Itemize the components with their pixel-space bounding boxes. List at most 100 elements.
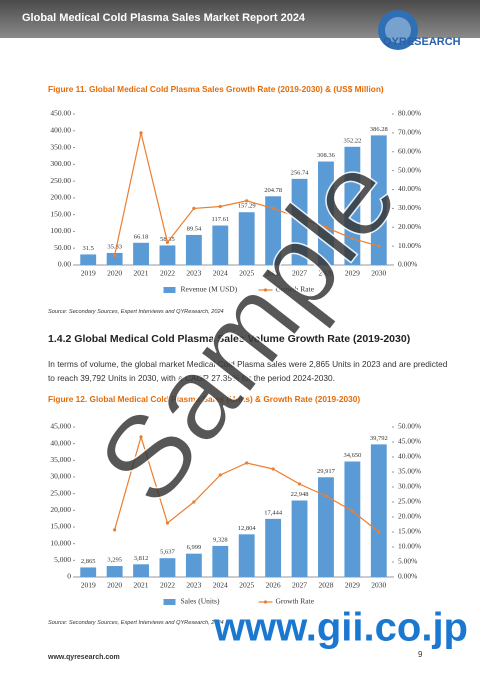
x-tick-label: 2022 xyxy=(160,269,175,278)
y2-tick-label: 70.00% xyxy=(398,128,421,137)
line-point xyxy=(271,467,275,471)
y2-tick-label: 30.00% xyxy=(398,482,421,491)
x-tick-label: 2024 xyxy=(213,581,228,590)
legend-label: Growth Rate xyxy=(276,597,315,606)
y2-tick-label: 40.00% xyxy=(398,184,421,193)
section-text: In terms of volume, the global market Me… xyxy=(48,359,448,383)
logo-text: QYRESEARCH xyxy=(383,36,461,48)
line-point xyxy=(377,530,381,534)
y2-tick-label: 20.00% xyxy=(398,512,421,521)
y2-tick-label: 30.00% xyxy=(398,203,421,212)
line-series xyxy=(114,434,380,533)
line-point xyxy=(350,236,354,241)
y-tick-label: 450.00 xyxy=(50,109,71,118)
x-tick-label: 2024 xyxy=(213,269,228,278)
x-tick-label: 2026 xyxy=(266,581,281,590)
y-tick-label: 250.00 xyxy=(50,176,71,185)
y-tick-label: 45,000 xyxy=(50,422,71,431)
bar xyxy=(80,567,97,577)
y2-tick-label: 60.00% xyxy=(398,146,421,155)
data-label: 66.18 xyxy=(134,233,149,240)
line-point xyxy=(192,206,196,210)
y2-tick-label: 40.00% xyxy=(398,452,421,461)
data-label: 2,865 xyxy=(81,558,96,565)
y-tick-label: 150.00 xyxy=(50,209,71,218)
y-tick-label: 40,000 xyxy=(50,438,71,447)
bar xyxy=(185,553,202,577)
x-tick-label: 2021 xyxy=(134,581,149,590)
data-label: 308.36 xyxy=(317,152,336,159)
x-tick-label: 2030 xyxy=(371,269,386,278)
line-point xyxy=(377,244,381,248)
y-tick-label: 20,000 xyxy=(50,505,71,514)
y2-tick-label: 20.00% xyxy=(398,222,421,231)
y-tick-label: 100.00 xyxy=(50,226,71,235)
bar xyxy=(265,196,282,265)
line-point xyxy=(350,509,354,513)
y2-tick-label: 0.00% xyxy=(398,260,417,269)
figure-source: Source: Secondary Sources, Expert Interv… xyxy=(48,309,224,315)
y-tick-label: 30,000 xyxy=(50,472,71,481)
x-tick-label: 2020 xyxy=(107,269,122,278)
bar xyxy=(133,242,149,265)
figure-caption: Figure 12. Global Medical Cold Plasma Sa… xyxy=(48,394,361,404)
line-point xyxy=(192,500,196,504)
legend-label: Sales (Units) xyxy=(181,597,220,606)
y2-tick-label: 5.00% xyxy=(398,557,417,566)
bar xyxy=(185,234,202,265)
y2-tick-label: 10.00% xyxy=(398,542,421,551)
data-label: 352.22 xyxy=(343,137,361,144)
x-tick-label: 2021 xyxy=(134,269,149,278)
y-tick-label: 350.00 xyxy=(50,142,71,151)
line-point xyxy=(245,199,249,203)
x-tick-label: 2019 xyxy=(81,269,96,278)
y2-tick-label: 50.00% xyxy=(398,165,421,174)
x-tick-label: 2023 xyxy=(186,269,201,278)
bar xyxy=(370,444,387,577)
y-tick-label: 35,000 xyxy=(50,455,71,464)
line-point xyxy=(218,473,222,477)
x-tick-label: 2022 xyxy=(160,581,175,590)
x-tick-label: 2029 xyxy=(345,269,360,278)
x-tick-label: 2027 xyxy=(292,581,307,590)
y-tick-label: 15,000 xyxy=(50,522,71,531)
x-tick-label: 2028 xyxy=(318,581,333,590)
bar xyxy=(265,518,282,577)
line-point xyxy=(324,494,328,498)
line-point xyxy=(113,528,117,532)
bar xyxy=(106,252,123,265)
bar xyxy=(370,135,387,265)
bar xyxy=(344,461,361,577)
y2-tick-label: 45.00% xyxy=(398,437,421,446)
y-tick-label: 300.00 xyxy=(50,159,71,168)
y-tick-label: 50.00 xyxy=(54,243,71,252)
bar xyxy=(291,500,308,577)
x-tick-label: 2026 xyxy=(266,269,281,278)
x-tick-label: 2027 xyxy=(292,269,307,278)
data-label: 204.78 xyxy=(264,187,282,194)
y-tick-label: 400.00 xyxy=(50,125,71,134)
x-tick-label: 2020 xyxy=(107,581,122,590)
data-label: 6,999 xyxy=(187,544,202,551)
y2-tick-label: 50.00% xyxy=(398,422,421,431)
data-label: 29,917 xyxy=(317,468,336,475)
legend-swatch xyxy=(163,287,176,293)
x-tick-label: 2029 xyxy=(345,581,360,590)
figure-source: Source: Secondary Sources, Expert Interv… xyxy=(48,620,224,626)
data-label: 31.5 xyxy=(83,245,94,252)
data-label: 39,792 xyxy=(370,435,388,442)
y2-tick-label: 80.00% xyxy=(398,109,421,118)
x-tick-label: 2019 xyxy=(81,581,96,590)
y-tick-label: 0.00 xyxy=(58,260,71,269)
y2-tick-label: 35.00% xyxy=(398,467,421,476)
legend-swatch xyxy=(163,599,176,605)
y-tick-label: 0 xyxy=(67,572,71,581)
data-label: 12,804 xyxy=(238,525,257,532)
bar xyxy=(291,178,308,265)
y-tick-label: 5,000 xyxy=(54,555,71,564)
bar xyxy=(159,245,176,265)
line-point xyxy=(324,225,328,229)
y-tick-label: 200.00 xyxy=(50,193,71,202)
line-point xyxy=(113,253,117,258)
